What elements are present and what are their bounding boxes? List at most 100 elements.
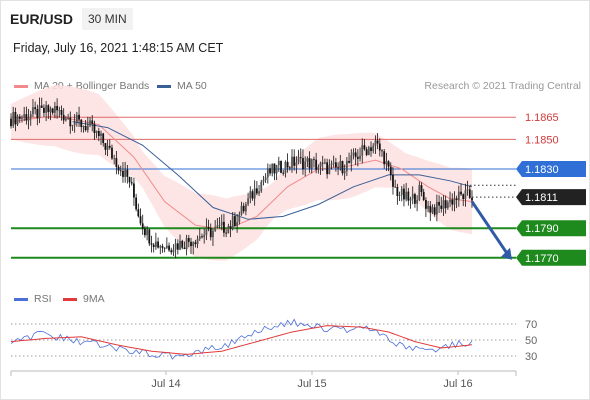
candle-body — [429, 205, 432, 213]
symbol-title: EUR/USD — [10, 11, 74, 27]
timeframe-badge[interactable]: 30 MIN — [82, 8, 133, 30]
candle-body — [168, 245, 170, 251]
pivot-label-badge — [516, 161, 586, 177]
candle-body — [435, 201, 438, 215]
candle-body — [449, 199, 451, 203]
candle-body — [201, 236, 203, 238]
candle-body — [387, 161, 390, 167]
candle-body — [73, 122, 76, 126]
candle-body — [176, 243, 179, 250]
candle-body — [165, 245, 168, 248]
candle-body — [466, 189, 469, 191]
candle-body — [376, 140, 379, 144]
candle-body — [356, 156, 359, 159]
candle-body — [214, 226, 217, 231]
candle-body — [45, 105, 48, 113]
candle-body — [69, 117, 72, 127]
candle-body — [277, 160, 280, 166]
candle-body — [337, 167, 339, 169]
candle-body — [253, 188, 256, 199]
candle-body — [383, 151, 386, 165]
candle-body — [262, 179, 265, 182]
candle-body — [95, 130, 98, 133]
candle-body — [444, 200, 447, 209]
candle-body — [234, 216, 236, 227]
candle-body — [60, 110, 63, 115]
candle-body — [56, 105, 58, 111]
candle-body — [141, 223, 144, 229]
legend-rsi-ma: 9MA — [63, 293, 105, 305]
candle-body — [190, 241, 192, 247]
candle-body — [196, 238, 199, 245]
candle-body — [36, 109, 39, 119]
candle-body — [334, 162, 337, 168]
forecast-arrow-group — [470, 200, 512, 260]
price-levels — [11, 116, 516, 259]
candle-body — [247, 198, 249, 205]
candle-body — [299, 157, 302, 159]
candle-body — [310, 159, 313, 169]
candle-body — [293, 156, 296, 166]
bollinger-bands — [11, 85, 472, 261]
candle-body — [128, 176, 131, 183]
candle-body — [183, 247, 186, 250]
rsi-tick-label: 70 — [525, 319, 537, 331]
candle-body — [295, 162, 298, 166]
candle-body — [264, 177, 267, 180]
candle-body — [12, 111, 15, 127]
legend-rsi: RSI — [14, 293, 52, 305]
candle-body — [297, 157, 300, 163]
candle-body — [392, 174, 394, 187]
candle-body — [304, 161, 307, 170]
candle-body — [18, 116, 21, 119]
support-label: 1.1770 — [525, 253, 559, 265]
candle-body — [154, 241, 157, 248]
candle-body — [321, 162, 324, 164]
datetime-label: Friday, July 16, 2021 1:48:15 AM CET — [13, 41, 224, 55]
candle-body — [328, 164, 331, 175]
candle-body — [367, 147, 370, 156]
rsi-ma-swatch — [63, 297, 77, 301]
candle-body — [102, 133, 105, 144]
candle-body — [302, 158, 304, 170]
candle-body — [433, 207, 436, 215]
candle-body — [271, 163, 274, 174]
candle-body — [414, 194, 416, 204]
candle-body — [108, 145, 111, 148]
ma20-line — [10, 115, 473, 231]
candle-body — [418, 185, 421, 200]
candle-body — [455, 198, 458, 200]
candle-body — [75, 114, 78, 123]
ma20-swatch — [14, 84, 28, 88]
candle-body — [40, 105, 43, 108]
candle-body — [341, 161, 344, 174]
candle-body — [192, 242, 195, 247]
candle-body — [345, 160, 348, 172]
candle-body — [29, 114, 32, 118]
candle-body — [150, 243, 153, 245]
candle-body — [319, 162, 322, 167]
candle-body — [352, 152, 355, 156]
candle-body — [205, 227, 208, 235]
candle-body — [223, 221, 225, 233]
legend-ma50: MA 50 — [157, 80, 207, 92]
rsi-tick-label: 30 — [525, 351, 537, 363]
candle-body — [389, 166, 392, 175]
candle-body — [266, 168, 269, 178]
candle-body — [282, 172, 285, 174]
support-label: 1.1790 — [525, 223, 559, 235]
candle-body — [194, 242, 197, 245]
candle-body — [269, 168, 271, 174]
candle-body — [249, 191, 252, 199]
candle-body — [280, 160, 282, 173]
ma50-line — [72, 121, 473, 220]
candle-body — [405, 191, 408, 200]
x-tick-label: Jul 16 — [443, 378, 472, 390]
candle-body — [104, 143, 107, 150]
level-labels: 1.1865 1.1850 1.1830 1.1811 1.1790 1.1770 — [516, 112, 586, 266]
candle-body — [71, 125, 74, 127]
candle-body — [84, 125, 87, 131]
candle-body — [411, 194, 414, 199]
candle-body — [216, 225, 219, 227]
forecast-arrow-head — [501, 247, 512, 260]
